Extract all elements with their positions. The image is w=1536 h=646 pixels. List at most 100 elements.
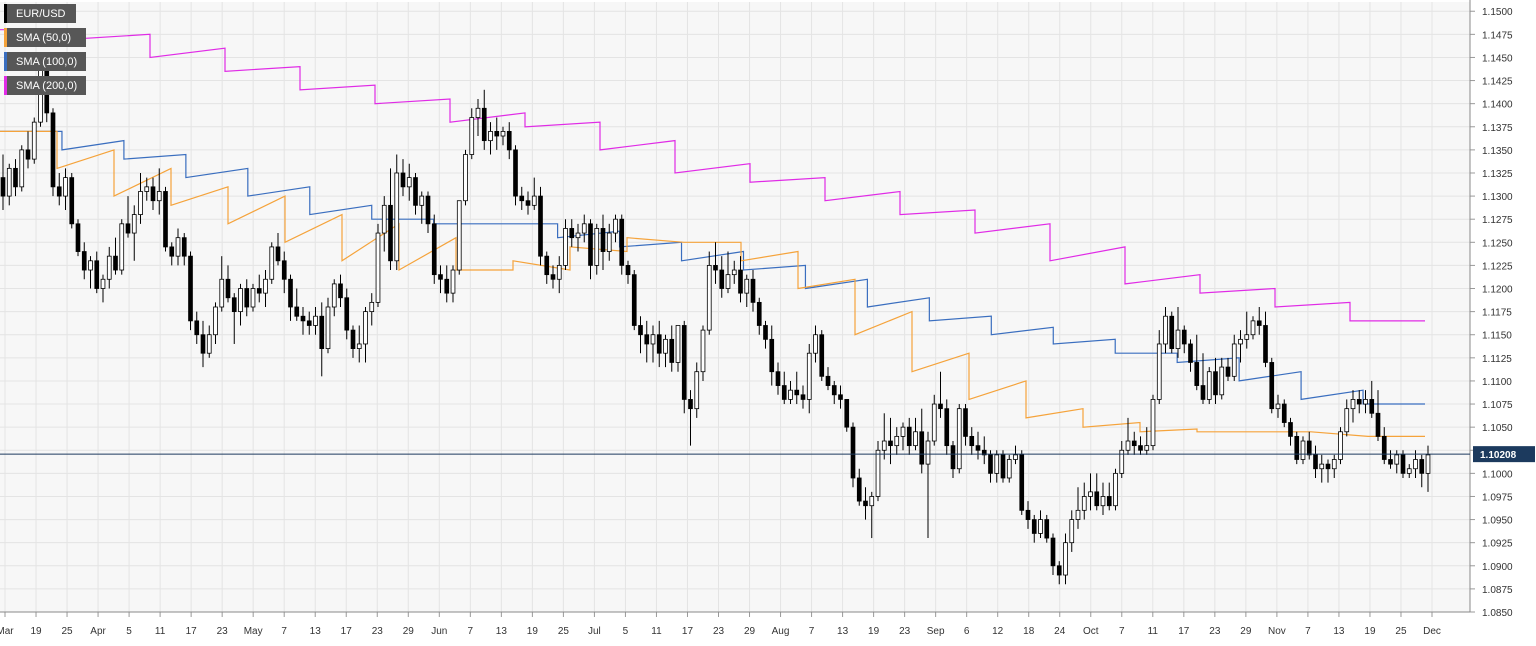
- candle-body: [288, 278, 293, 308]
- candle-body: [325, 306, 331, 349]
- legend-item[interactable]: SMA (100,0): [4, 52, 86, 71]
- candle-body: [488, 130, 493, 142]
- candle-body: [794, 389, 800, 396]
- candle-body: [306, 320, 312, 326]
- legend-item[interactable]: SMA (50,0): [4, 28, 86, 47]
- candle-body: [463, 154, 468, 202]
- candle-body: [581, 223, 587, 234]
- candle-body: [363, 311, 368, 345]
- candle-body: [1256, 320, 1262, 326]
- x-tick-label: 19: [527, 626, 539, 637]
- candle-body: [631, 274, 637, 326]
- candle-body: [181, 237, 187, 257]
- candle-body: [944, 408, 950, 447]
- candle-body: [563, 228, 568, 266]
- candle-body: [106, 255, 112, 280]
- x-tick-label: 23: [372, 626, 384, 637]
- legend-item[interactable]: EUR/USD: [4, 4, 76, 23]
- candle-body: [1344, 408, 1350, 433]
- candle-body: [1244, 334, 1250, 340]
- candle-body: [1238, 338, 1243, 345]
- candle-body: [919, 431, 925, 465]
- candle-body: [1388, 459, 1393, 465]
- candle-body: [906, 426, 912, 447]
- candle-body: [338, 283, 343, 299]
- candle-body: [475, 107, 481, 118]
- candle-body: [444, 278, 450, 294]
- y-tick-label: 1.1425: [1482, 77, 1513, 88]
- y-tick-label: 1.1500: [1482, 7, 1513, 18]
- candle-body: [588, 223, 593, 266]
- candle-body: [613, 218, 618, 234]
- candle-body: [544, 255, 550, 276]
- y-tick-label: 1.1250: [1482, 238, 1513, 249]
- candle-body: [225, 278, 231, 299]
- x-tick-label: 7: [281, 626, 287, 637]
- candle-body: [700, 329, 706, 373]
- candle-body: [131, 214, 137, 234]
- candle-body: [63, 177, 68, 197]
- legend-item[interactable]: SMA (200,0): [4, 76, 86, 95]
- candle-body: [713, 265, 718, 271]
- candle-body: [19, 149, 25, 188]
- candle-body: [481, 107, 487, 142]
- candle-body: [244, 288, 250, 308]
- x-tick-label: 12: [992, 626, 1004, 637]
- x-tick-label: Oct: [1083, 626, 1099, 637]
- candle-body: [513, 149, 518, 197]
- x-tick-label: 24: [1054, 626, 1066, 637]
- x-tick-label: 19: [868, 626, 880, 637]
- candle-body: [744, 278, 750, 294]
- candle-body: [1313, 454, 1318, 470]
- x-tick-label: 7: [1305, 626, 1311, 637]
- candle-body: [1038, 519, 1043, 534]
- candle-body: [988, 454, 993, 474]
- candle-body: [1075, 509, 1081, 520]
- candle-body: [981, 449, 987, 456]
- x-tick-label: 23: [1209, 626, 1221, 637]
- x-tick-label: 29: [744, 626, 756, 637]
- candle-body: [819, 334, 825, 377]
- candle-body: [200, 334, 206, 354]
- x-tick-label: 17: [186, 626, 198, 637]
- candle-body: [1269, 362, 1275, 410]
- candle-body: [231, 297, 237, 313]
- x-tick-label: 7: [1119, 626, 1125, 637]
- candle-body: [138, 191, 143, 215]
- y-tick-label: 1.0975: [1482, 492, 1513, 503]
- candle-body: [500, 130, 506, 137]
- x-tick-label: 29: [1240, 626, 1252, 637]
- candle-body: [150, 186, 156, 202]
- candle-body: [1050, 537, 1056, 567]
- y-tick-label: 1.1000: [1482, 469, 1513, 480]
- y-tick-label: 1.1050: [1482, 423, 1513, 434]
- candle-body: [1069, 519, 1075, 544]
- x-tick-label: 19: [30, 626, 42, 637]
- candle-body: [1119, 449, 1125, 474]
- candle-body: [0, 177, 6, 197]
- candle-body: [1025, 509, 1031, 520]
- x-tick-label: 13: [837, 626, 849, 637]
- candle-body: [1281, 403, 1287, 423]
- candle-body: [1144, 445, 1150, 451]
- candle-body: [1225, 366, 1231, 377]
- candle-body: [1125, 440, 1131, 451]
- x-tick-label: 25: [558, 626, 570, 637]
- x-tick-label: 17: [1178, 626, 1190, 637]
- candle-body: [1194, 362, 1200, 386]
- candle-body: [538, 195, 543, 257]
- y-tick-label: 1.1225: [1482, 261, 1513, 272]
- candle-body: [1319, 463, 1325, 470]
- candle-body: [975, 445, 981, 451]
- legend-swatch: [4, 28, 7, 47]
- y-tick-label: 1.1075: [1482, 400, 1513, 411]
- candle-body: [250, 288, 256, 308]
- candle-body: [1063, 542, 1068, 576]
- candle-body: [1044, 519, 1050, 539]
- candle-body: [719, 269, 725, 289]
- candle-body: [431, 223, 437, 276]
- candle-body: [294, 306, 300, 317]
- candle-body: [438, 274, 443, 280]
- candle-body: [800, 394, 806, 400]
